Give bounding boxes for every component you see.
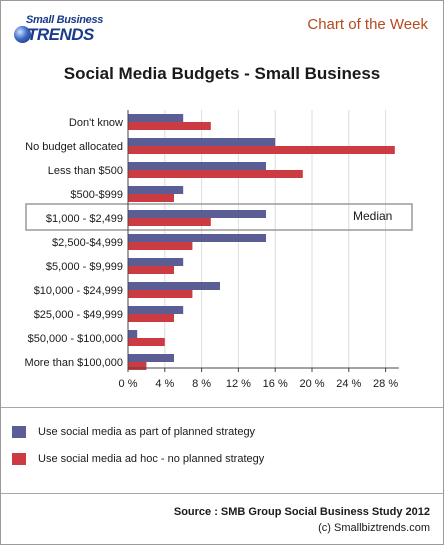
x-tick-label: 4 % [155, 378, 174, 390]
median-highlight-box [25, 203, 413, 231]
legend-item-adhoc: Use social media ad hoc - no planned str… [12, 452, 264, 466]
legend-label-planned: Use social media as part of planned stra… [38, 426, 256, 438]
bar-adhoc [128, 266, 174, 274]
category-label: $1,000 - $2,499 [46, 213, 123, 225]
bar-planned [128, 186, 184, 194]
bar-adhoc [128, 170, 303, 178]
bar-planned [128, 114, 184, 122]
legend-swatch-planned [12, 426, 26, 438]
bar-adhoc [128, 146, 395, 154]
median-label: Median [353, 209, 392, 223]
bar-adhoc [128, 290, 193, 298]
bar-adhoc [128, 242, 193, 250]
category-label: $500-$999 [70, 189, 123, 201]
legend-item-planned: Use social media as part of planned stra… [12, 425, 255, 439]
bar-planned [128, 234, 266, 242]
category-label: $50,000 - $100,000 [28, 333, 123, 345]
globe-icon [14, 26, 31, 43]
category-label: $10,000 - $24,999 [34, 285, 123, 297]
category-label: Less than $500 [48, 165, 123, 177]
x-tick-label: 24 % [336, 378, 361, 390]
bar-adhoc [128, 194, 174, 202]
bar-planned [128, 138, 276, 146]
bar-adhoc [128, 218, 211, 226]
site-logo[interactable]: Small Business TRENDS [14, 14, 114, 48]
legend-label-adhoc: Use social media ad hoc - no planned str… [38, 453, 265, 465]
chart-of-week-label: Chart of the Week [307, 16, 428, 33]
bar-planned [128, 330, 138, 338]
category-label: Don't know [69, 117, 123, 129]
bar-adhoc [128, 314, 174, 322]
chart-title: Social Media Budgets - Small Business [63, 64, 381, 83]
x-tick-label: 20 % [299, 378, 324, 390]
legend-swatch-adhoc [12, 453, 26, 465]
x-tick-label: 8 % [192, 378, 211, 390]
bar-planned [128, 282, 220, 290]
category-label: $5,000 - $9,999 [46, 261, 123, 273]
copyright-note: (c) Smallbiztrends.com [318, 522, 430, 534]
footer-divider [1, 493, 443, 494]
bar-planned [128, 162, 266, 170]
source-note: Source : SMB Group Social Business Study… [173, 506, 430, 518]
bar-chart: Median Don't know No budget allocated Less … [25, 110, 413, 390]
category-label: $2,500-$4,999 [52, 237, 123, 249]
bar-planned [128, 210, 266, 218]
logo-line2: TRENDS [27, 25, 94, 44]
x-tick-label: 28 % [373, 378, 398, 390]
logo-line1: Small Business [26, 14, 104, 26]
x-tick-label: 16 % [263, 378, 288, 390]
category-label: $25,000 - $49,999 [34, 309, 123, 321]
category-label: No budget allocated [25, 141, 123, 153]
bar-adhoc [128, 362, 147, 370]
bar-planned [128, 258, 184, 266]
category-label: More than $100,000 [25, 357, 123, 369]
bar-adhoc [128, 338, 165, 346]
legend-divider [1, 407, 443, 408]
bar-adhoc [128, 122, 211, 130]
x-tick-label: 0 % [119, 378, 138, 390]
x-tick-label: 12 % [226, 378, 251, 390]
bar-planned [128, 354, 174, 362]
bar-planned [128, 306, 184, 314]
